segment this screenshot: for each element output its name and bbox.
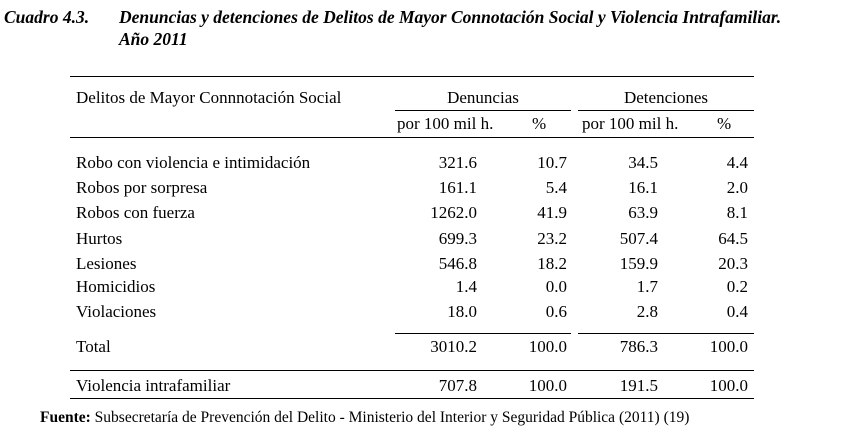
vif-detenciones-rate: 191.5 [619,376,658,395]
detenciones-group-rule [578,110,754,111]
vif-denuncias-pct: 100.0 [528,376,567,395]
detenciones-rate: 507.4 [619,229,658,248]
detenciones-pct: 64.5 [718,229,748,248]
detenciones-total-rule [578,333,754,334]
denuncias-rate: 1262.0 [430,203,477,222]
denuncias-rate: 546.8 [438,254,477,273]
denuncias-total-rule [395,333,571,334]
source-label: Fuente: [40,409,91,426]
bottom-rule [70,398,754,399]
denuncias-pct-subheader: % [532,114,547,133]
denuncias-rate: 699.3 [438,229,477,248]
row-header-label: Delitos de Mayor Connnotación Social [76,88,342,107]
detenciones-rate: 159.9 [619,254,658,273]
detenciones-pct: 0.2 [726,277,748,296]
denuncias-rate: 1.4 [455,277,477,296]
caption-title-line2: Año 2011 [119,29,188,49]
caption-number: Cuadro 4.3. [4,7,90,27]
detenciones-rate: 1.7 [636,277,658,296]
detenciones-group-header: Detenciones [623,88,709,107]
vif-denuncias-rate: 707.8 [438,376,477,395]
denuncias-rate-subheader: por 100 mil h. [397,114,494,133]
detenciones-rate: 2.8 [636,302,658,321]
total-label: Total [76,337,111,356]
denuncias-group-header: Denuncias [447,88,519,107]
row-label: Robos con fuerza [76,203,195,222]
total-denuncias-pct: 100.0 [528,337,567,356]
row-label: Hurtos [76,229,123,248]
total-denuncias-rate: 3010.2 [430,337,477,356]
vif-detenciones-pct: 100.0 [709,376,748,395]
header-bottom-rule [70,137,754,138]
vif-top-rule [70,370,754,371]
source-note: Fuente: Subsecretaría de Prevención del … [40,409,689,427]
top-rule [70,76,754,77]
source-text: Subsecretaría de Prevención del Delito -… [90,409,690,426]
row-label: Robos por sorpresa [76,178,208,197]
row-label: Robo con violencia e intimidación [76,153,311,172]
detenciones-pct: 8.1 [726,203,748,222]
denuncias-pct: 0.6 [545,302,567,321]
denuncias-pct: 18.2 [537,254,567,273]
row-label: Violaciones [76,302,157,321]
denuncias-pct: 0.0 [545,277,567,296]
caption-title-line1: Denuncias y detenciones de Delitos de Ma… [119,7,782,27]
detenciones-rate: 34.5 [628,153,658,172]
denuncias-pct: 41.9 [537,203,567,222]
detenciones-pct: 2.0 [726,178,748,197]
total-detenciones-pct: 100.0 [709,337,748,356]
detenciones-pct-subheader: % [717,114,732,133]
vif-label: Violencia intrafamiliar [76,376,231,395]
detenciones-pct: 20.3 [718,254,748,273]
denuncias-pct: 5.4 [545,178,567,197]
total-detenciones-rate: 786.3 [619,337,658,356]
detenciones-pct: 0.4 [726,302,748,321]
row-label: Homicidios [76,277,156,296]
detenciones-rate: 63.9 [628,203,658,222]
detenciones-rate: 16.1 [628,178,658,197]
denuncias-rate: 18.0 [447,302,477,321]
detenciones-pct: 4.4 [726,153,748,172]
denuncias-pct: 23.2 [537,229,567,248]
denuncias-pct: 10.7 [537,153,567,172]
denuncias-group-rule [395,110,571,111]
detenciones-rate-subheader: por 100 mil h. [582,114,679,133]
denuncias-rate: 161.1 [438,178,477,197]
row-label: Lesiones [76,254,137,273]
denuncias-rate: 321.6 [438,153,477,172]
